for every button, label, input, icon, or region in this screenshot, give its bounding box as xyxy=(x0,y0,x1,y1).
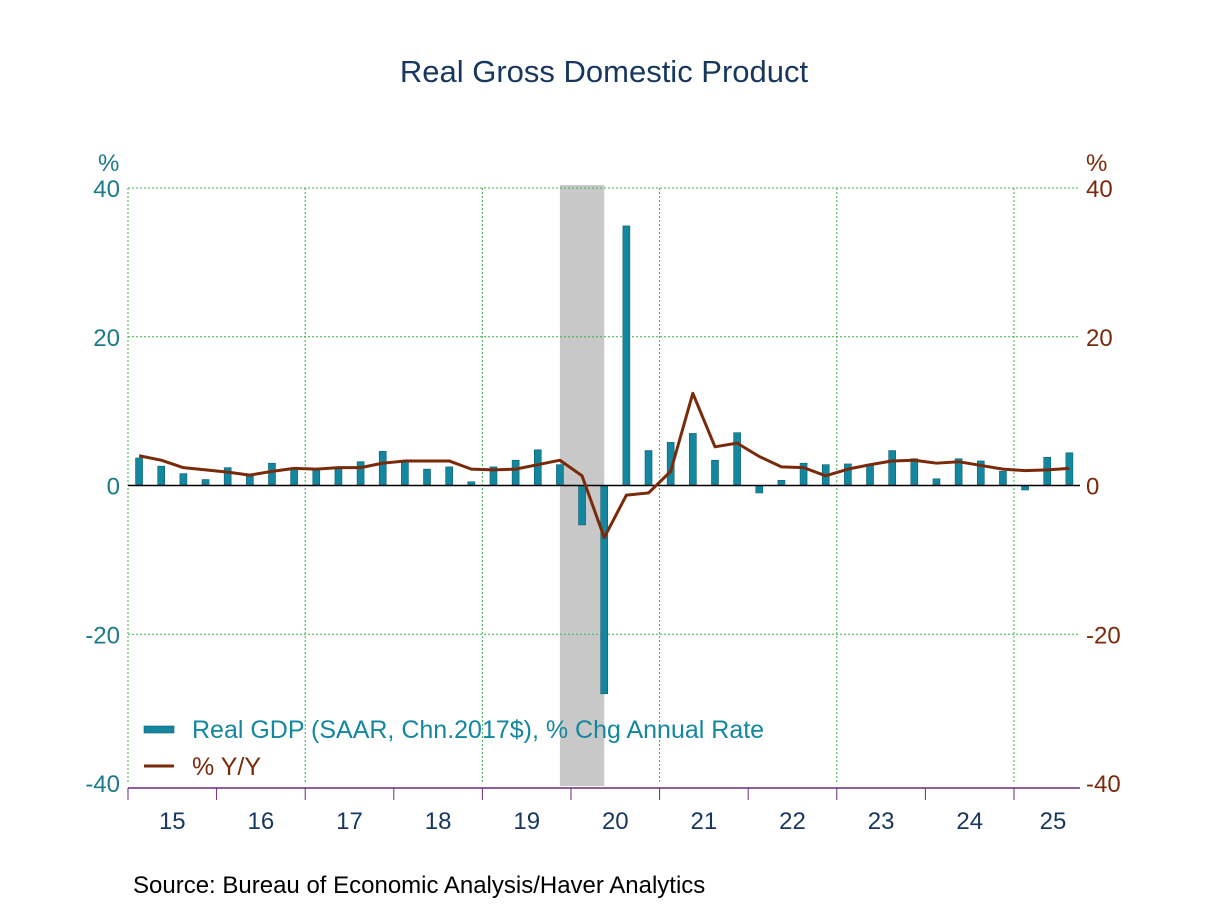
bar xyxy=(179,473,188,486)
x-tick-label: 24 xyxy=(956,808,983,835)
bar xyxy=(578,485,586,526)
bar xyxy=(644,450,653,486)
bar xyxy=(135,457,143,486)
right-tick-label: -40 xyxy=(1086,771,1121,798)
x-tick-label: 18 xyxy=(425,808,452,835)
x-tick-label: 21 xyxy=(691,808,718,835)
bar xyxy=(511,459,520,486)
bar xyxy=(423,468,431,486)
bar xyxy=(733,432,741,486)
bar xyxy=(356,461,365,486)
bar xyxy=(755,485,764,494)
bar xyxy=(999,471,1007,486)
legend-bar-swatch xyxy=(143,725,175,734)
right-tick-label: 0 xyxy=(1086,474,1099,501)
left-tick-label: 20 xyxy=(93,325,120,352)
left-tick-label: -20 xyxy=(85,622,120,649)
bar xyxy=(556,464,564,486)
bar xyxy=(600,485,609,695)
chart-title: Real Gross Domestic Product xyxy=(399,54,809,89)
bar xyxy=(378,450,387,486)
bar xyxy=(622,225,631,486)
right-axis-unit: % xyxy=(1086,150,1107,177)
bar xyxy=(201,479,210,486)
bar xyxy=(888,450,896,486)
x-tick-label: 19 xyxy=(513,808,540,835)
bar xyxy=(401,461,409,486)
x-tick-label: 16 xyxy=(248,808,275,835)
source-note: Source: Bureau of Economic Analysis/Have… xyxy=(133,872,706,899)
left-axis-unit: % xyxy=(98,150,119,177)
bar xyxy=(312,469,321,486)
bar xyxy=(866,465,874,486)
x-tick-label: 25 xyxy=(1040,808,1067,835)
bar xyxy=(246,475,254,486)
bar xyxy=(689,433,697,486)
bar xyxy=(334,468,343,486)
x-tick-label: 23 xyxy=(868,808,895,835)
left-tick-label: 0 xyxy=(107,474,120,501)
bar xyxy=(157,465,166,486)
right-tick-label: 20 xyxy=(1086,325,1113,352)
x-tick-label: 22 xyxy=(779,808,806,835)
legend-bar-label: Real GDP (SAAR, Chn.2017$), % Chg Annual… xyxy=(192,716,764,744)
bar xyxy=(777,479,786,486)
bar xyxy=(533,449,542,486)
bar xyxy=(910,458,919,486)
bar xyxy=(445,466,453,486)
x-tick-label: 20 xyxy=(602,808,629,835)
right-tick-label: 40 xyxy=(1086,176,1113,203)
yoy-line xyxy=(138,391,1070,540)
bar xyxy=(290,468,298,486)
x-tick-label: 17 xyxy=(336,808,363,835)
bar xyxy=(711,459,719,486)
bar xyxy=(932,478,941,486)
left-tick-label: -40 xyxy=(85,771,120,798)
bar xyxy=(268,462,276,486)
right-tick-label: -20 xyxy=(1086,622,1121,649)
left-tick-label: 40 xyxy=(93,176,120,203)
x-tick-label: 15 xyxy=(159,808,186,835)
bar xyxy=(223,467,232,486)
legend-line-label: % Y/Y xyxy=(192,753,261,781)
